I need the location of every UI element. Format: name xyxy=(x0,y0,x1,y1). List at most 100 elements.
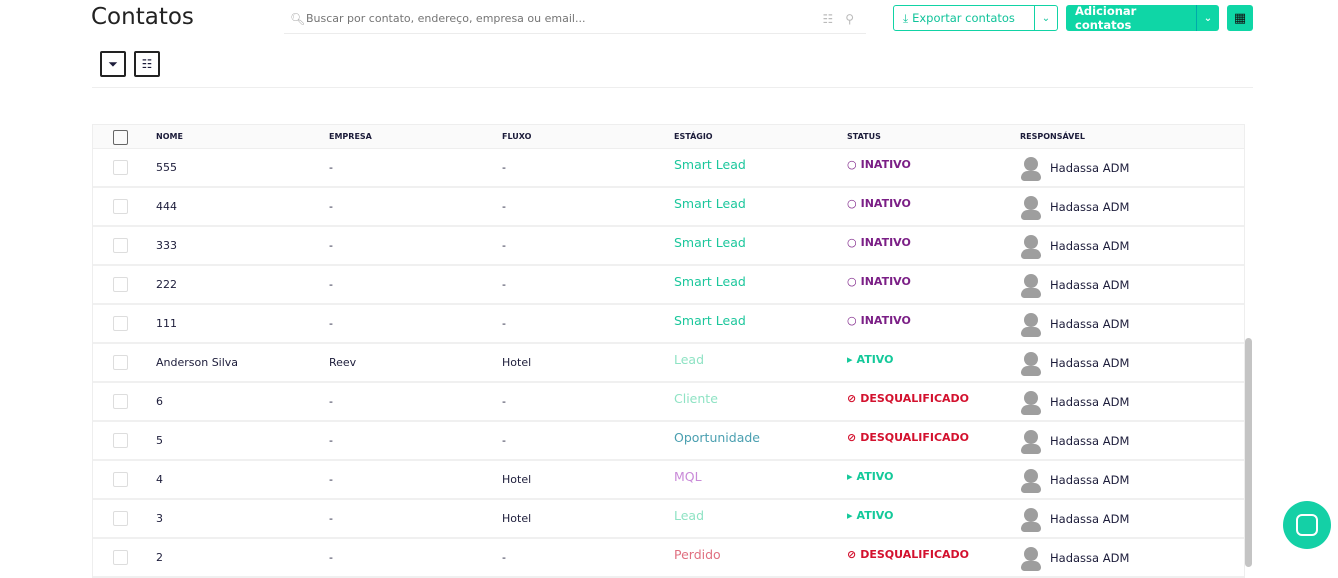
flow: - xyxy=(502,551,506,564)
row-checkbox[interactable] xyxy=(113,316,128,331)
row-checkbox[interactable] xyxy=(113,277,128,292)
table-row[interactable]: 222 - - Smart Lead ○ INATIVO Hadassa ADM xyxy=(93,266,1244,305)
contact-name[interactable]: 444 xyxy=(156,200,177,213)
stage: Lead xyxy=(674,352,705,367)
search-input[interactable] xyxy=(306,12,823,25)
owner-name: Hadassa ADM xyxy=(1050,238,1130,253)
status-inativo-icon: ○ xyxy=(847,158,857,171)
status-label: INATIVO xyxy=(860,275,911,288)
table-row[interactable]: 555 - - Smart Lead ○ INATIVO Hadassa ADM xyxy=(93,149,1244,188)
status-inativo-icon: ○ xyxy=(847,275,857,288)
table-row[interactable]: 4 - Hotel MQL ▸ ATIVO Hadassa ADM xyxy=(93,461,1244,500)
row-checkbox[interactable] xyxy=(113,433,128,448)
status-label: INATIVO xyxy=(860,314,911,327)
contact-name[interactable]: 4 xyxy=(156,473,163,486)
owner-name: Hadassa ADM xyxy=(1050,355,1130,370)
contact-name[interactable]: 6 xyxy=(156,395,163,408)
flow: - xyxy=(502,278,506,291)
status-badge: ▸ ATIVO xyxy=(847,344,893,381)
export-label: Exportar contatos xyxy=(912,11,1015,25)
table-row[interactable]: 444 - - Smart Lead ○ INATIVO Hadassa ADM xyxy=(93,188,1244,227)
row-checkbox[interactable] xyxy=(113,394,128,409)
status-badge: ▸ ATIVO xyxy=(847,461,893,498)
stage: Smart Lead xyxy=(674,235,746,250)
company: - xyxy=(329,434,333,447)
status-inativo-icon: ○ xyxy=(847,236,857,249)
row-checkbox[interactable] xyxy=(113,199,128,214)
export-main-button[interactable]: ⤓ Exportar contatos xyxy=(894,6,1035,30)
search-submit-icon[interactable]: ⚲ xyxy=(845,11,854,26)
table-row[interactable]: 5 - - Oportunidade ⊘ DESQUALIFICADO Hadas… xyxy=(93,422,1244,461)
add-main-button[interactable]: Adicionar contatos xyxy=(1066,4,1197,32)
status-label: DESQUALIFICADO xyxy=(860,548,970,561)
select-all-checkbox[interactable] xyxy=(113,130,128,145)
owner-name: Hadassa ADM xyxy=(1050,472,1130,487)
row-checkbox[interactable] xyxy=(113,160,128,175)
stage: Smart Lead xyxy=(674,157,746,172)
stage: Oportunidade xyxy=(674,430,760,445)
contact-name[interactable]: 3 xyxy=(156,512,163,525)
status-desqualificado-icon: ⊘ xyxy=(847,431,857,444)
row-checkbox[interactable] xyxy=(113,511,128,526)
owner-name: Hadassa ADM xyxy=(1050,160,1130,175)
contact-name[interactable]: 555 xyxy=(156,161,177,174)
contact-name[interactable]: Anderson Silva xyxy=(156,356,239,369)
contact-name[interactable]: 2 xyxy=(156,551,163,564)
status-label: INATIVO xyxy=(860,158,911,171)
sliders-icon[interactable]: ☷ xyxy=(822,11,834,26)
owner-name: Hadassa ADM xyxy=(1050,316,1130,331)
contacts-table: NOME EMPRESA FLUXO ESTÁGIO STATUS RESPON… xyxy=(92,124,1245,578)
table-row[interactable]: Anderson Silva Reev Hotel Lead ▸ ATIVO Ha… xyxy=(93,344,1244,383)
status-badge: ○ INATIVO xyxy=(847,149,911,186)
flow: Hotel xyxy=(502,356,532,369)
company: - xyxy=(329,200,333,213)
row-checkbox[interactable] xyxy=(113,355,128,370)
company: - xyxy=(329,512,333,525)
add-contacts-button: Adicionar contatos ⌄ xyxy=(1066,4,1219,32)
contact-name[interactable]: 5 xyxy=(156,434,163,447)
contact-name[interactable]: 333 xyxy=(156,239,177,252)
download-icon: ⤓ xyxy=(903,10,909,25)
search-icon: 🔍︎ xyxy=(290,11,306,26)
table-row[interactable]: 2 - - Perdido ⊘ DESQUALIFICADO Hadassa AD… xyxy=(93,539,1244,578)
table-row[interactable]: 3 - Hotel Lead ▸ ATIVO Hadassa ADM xyxy=(93,500,1244,539)
owner-name: Hadassa ADM xyxy=(1050,550,1130,565)
table-row[interactable]: 333 - - Smart Lead ○ INATIVO Hadassa ADM xyxy=(93,227,1244,266)
status-badge: ○ INATIVO xyxy=(847,266,911,303)
col-nome[interactable]: NOME xyxy=(156,132,183,141)
stage: Smart Lead xyxy=(674,313,746,328)
col-status[interactable]: STATUS xyxy=(847,132,881,141)
table-row[interactable]: 6 - - Cliente ⊘ DESQUALIFICADO Hadassa AD… xyxy=(93,383,1244,422)
avatar xyxy=(1020,348,1042,378)
col-responsavel[interactable]: RESPONSÁVEL xyxy=(1020,132,1085,141)
status-badge: ○ INATIVO xyxy=(847,188,911,225)
col-fluxo[interactable]: FLUXO xyxy=(502,132,532,141)
company: - xyxy=(329,239,333,252)
filter-icon[interactable]: ⏷ xyxy=(100,51,126,77)
table-row[interactable]: 111 - - Smart Lead ○ INATIVO Hadassa ADM xyxy=(93,305,1244,344)
row-checkbox[interactable] xyxy=(113,550,128,565)
col-empresa[interactable]: EMPRESA xyxy=(329,132,372,141)
grid-view-icon[interactable]: ▦ xyxy=(1227,5,1253,31)
status-label: INATIVO xyxy=(860,236,911,249)
owner: Hadassa ADM xyxy=(1020,149,1129,186)
col-estagio[interactable]: ESTÁGIO xyxy=(674,132,713,141)
company: Reev xyxy=(329,356,357,369)
chevron-down-icon[interactable]: ⌄ xyxy=(1203,12,1213,24)
row-checkbox[interactable] xyxy=(113,238,128,253)
chat-button[interactable] xyxy=(1283,501,1331,549)
avatar xyxy=(1020,465,1042,495)
stage: Cliente xyxy=(674,391,718,406)
flow: - xyxy=(502,395,506,408)
flow: - xyxy=(502,239,506,252)
contact-name[interactable]: 111 xyxy=(156,317,177,330)
search-bar: 🔍︎ ☷ ⚲ xyxy=(284,4,866,34)
chevron-down-icon[interactable]: ⌄ xyxy=(1041,12,1051,24)
row-checkbox[interactable] xyxy=(113,472,128,487)
stage: Perdido xyxy=(674,547,721,562)
owner: Hadassa ADM xyxy=(1020,383,1129,420)
scrollbar[interactable] xyxy=(1245,338,1252,567)
status-badge: ○ INATIVO xyxy=(847,227,911,264)
contact-name[interactable]: 222 xyxy=(156,278,177,291)
sliders-icon[interactable]: ☷ xyxy=(134,51,160,77)
